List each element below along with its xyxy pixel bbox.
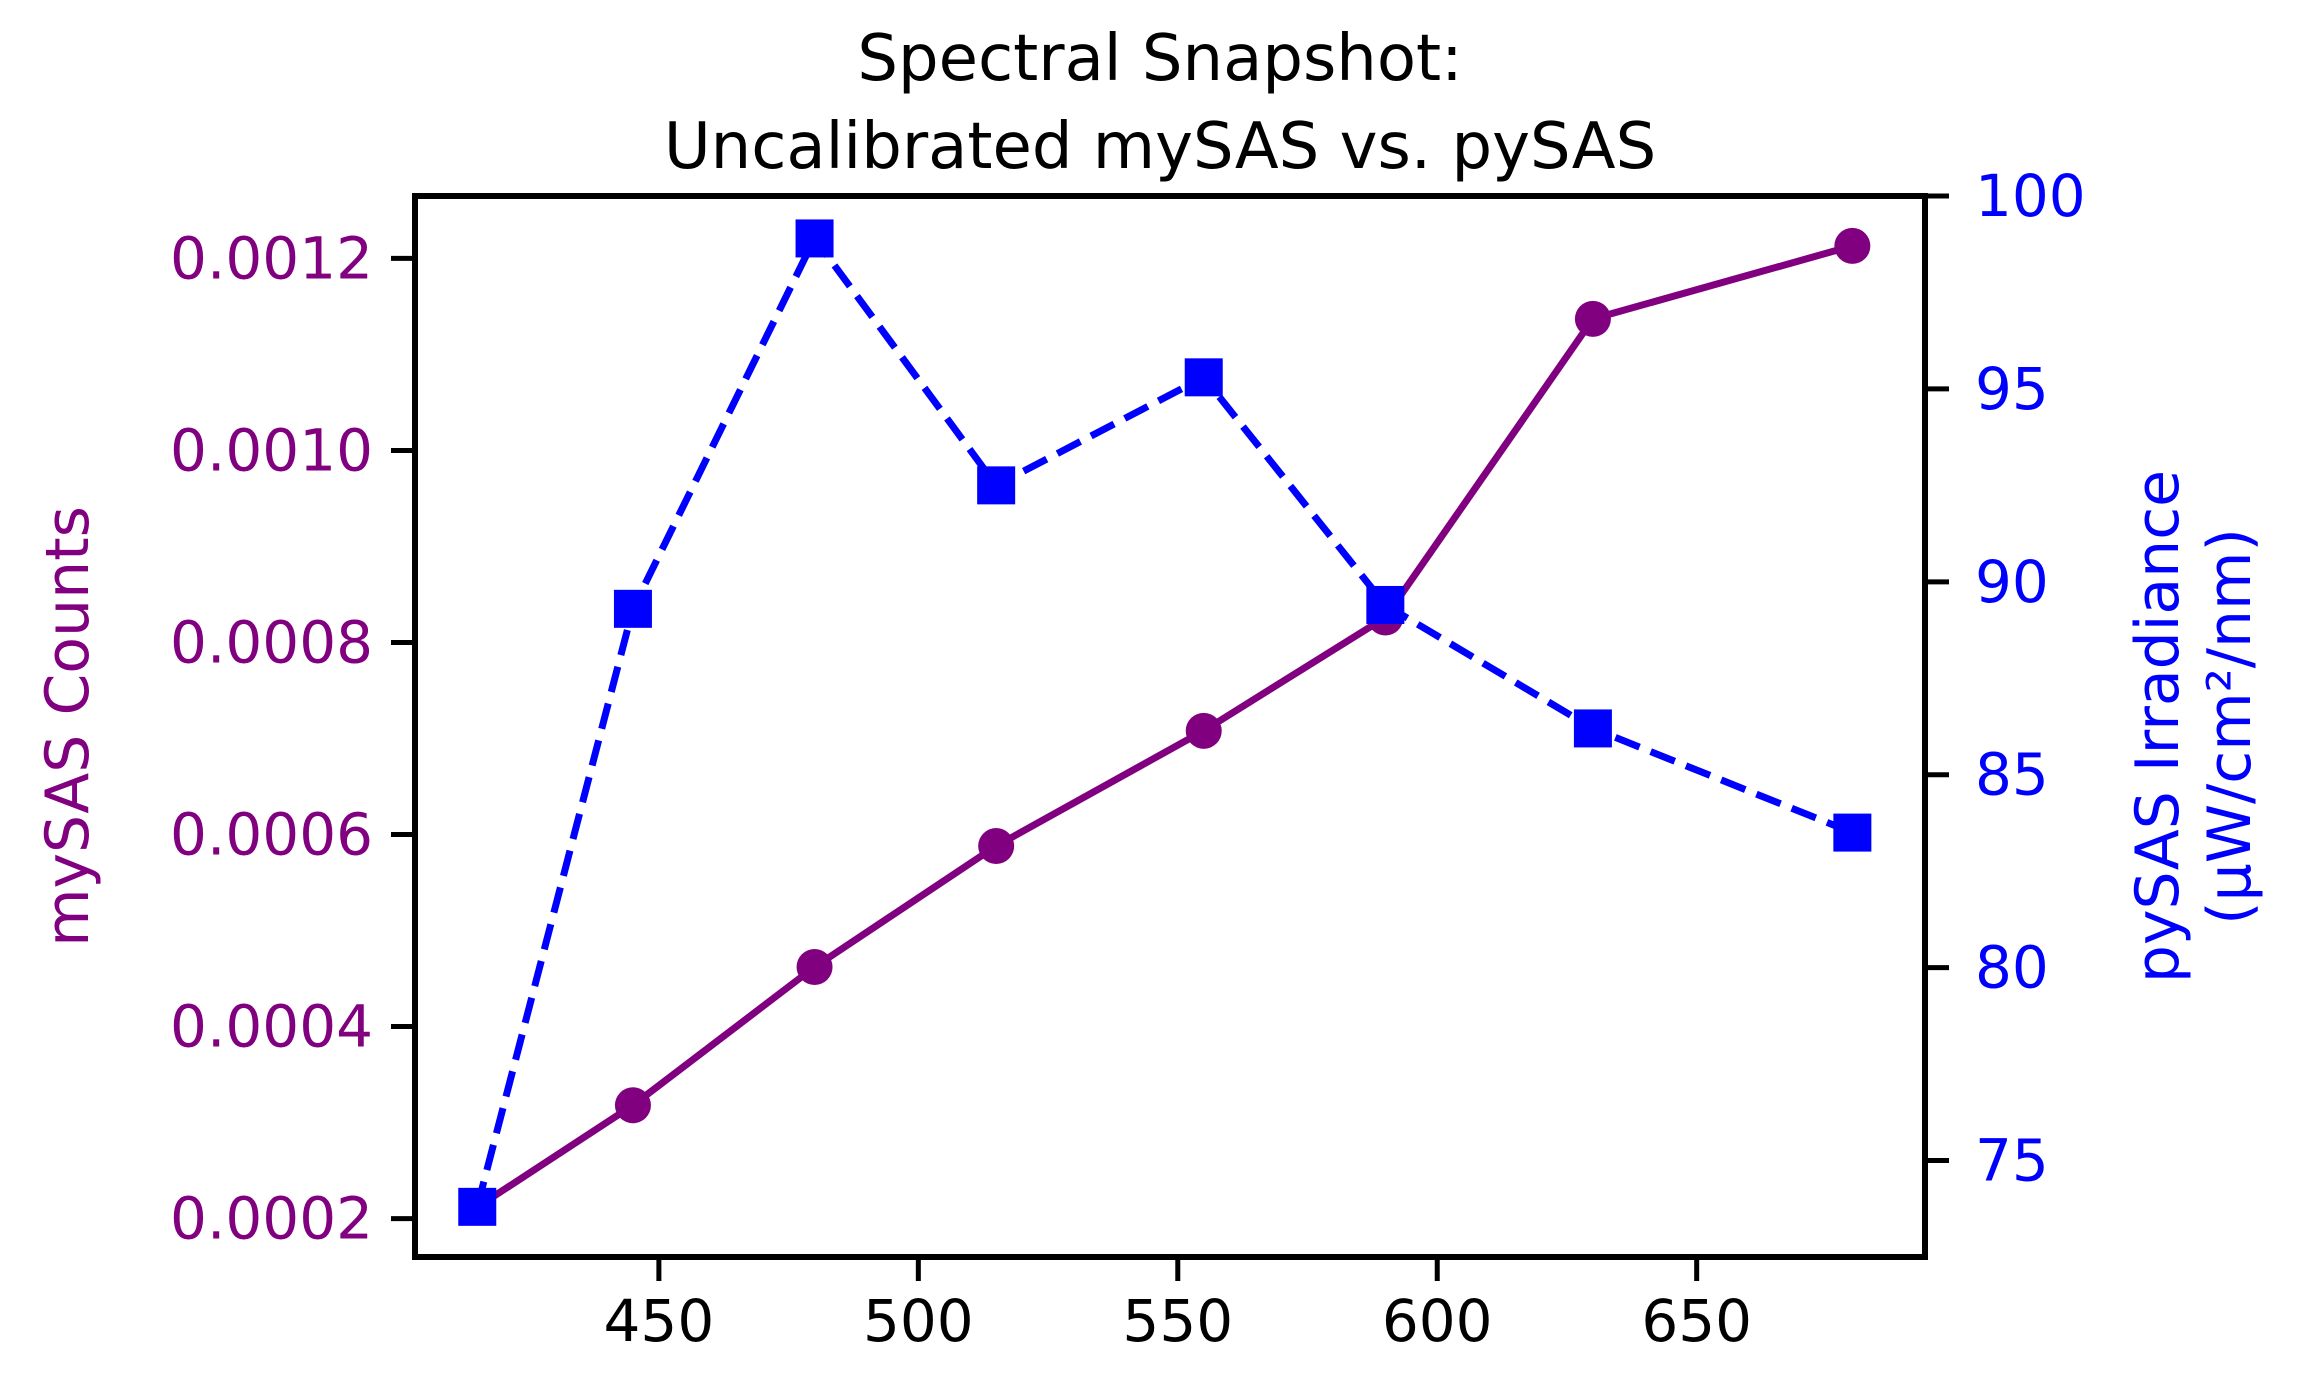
series-2-point-6 [1366,585,1405,624]
series-2-point-1 [458,1187,497,1226]
chart-title-line-1: Spectral Snapshot: [857,22,1462,96]
series-2-line [473,234,1854,1208]
axes: 450 500 550 600 650 0.0002 0.0004 0.0006 0.0008 0… [33,162,2265,1355]
series-1-point-3 [796,949,833,986]
series-1-line [475,242,1854,1211]
y1-tick-label-1: 0.0002 [170,1185,373,1253]
y1-tick-label-2: 0.0004 [170,993,373,1061]
series-2-point-2 [613,589,652,628]
y1-tick-label-4: 0.0008 [170,608,373,676]
y1-tick-label-5: 0.0010 [170,416,373,484]
series-2-point-8 [1833,813,1872,852]
series-1-point-8 [1834,227,1871,264]
x-tick-label-1: 450 [604,1287,715,1355]
series-2-point-3 [795,219,834,258]
y2-tick-label-3: 85 [1975,741,2049,809]
plot-area [458,219,1872,1226]
y2-axis-label-line-2: (µW/cm²/nm) [2195,528,2265,925]
x-tick-label-2: 500 [863,1287,974,1355]
y2-tick-label-5: 95 [1975,355,2049,423]
y2-axis-label-line-1: pySAS Irradiance [2123,470,2193,983]
series-1-point-7 [1574,300,1611,337]
x-tick-label-3: 550 [1122,1287,1233,1355]
series-1-point-4 [978,828,1015,865]
series-1-point-2 [614,1087,651,1124]
y1-tick-label-3: 0.0006 [170,801,373,869]
y2-tick-label-6: 100 [1975,162,2086,230]
x-tick-label-4: 600 [1382,1287,1493,1355]
y2-tick-label-2: 80 [1975,934,2049,1002]
plot-frame [412,193,1928,1260]
y1-axis-label: mySAS Counts [33,506,103,947]
series-1-point-5 [1185,712,1222,749]
chart-title-line-2: Uncalibrated mySAS vs. pySAS [664,110,1656,184]
series-2-point-4 [977,466,1016,505]
series-2-point-7 [1573,709,1612,748]
y1-tick-label-6: 0.0012 [170,224,373,292]
series-2-point-5 [1184,358,1223,397]
y2-tick-label-4: 90 [1975,548,2049,616]
y2-tick-label-1: 75 [1975,1127,2049,1195]
x-tick-label-5: 650 [1641,1287,1752,1355]
